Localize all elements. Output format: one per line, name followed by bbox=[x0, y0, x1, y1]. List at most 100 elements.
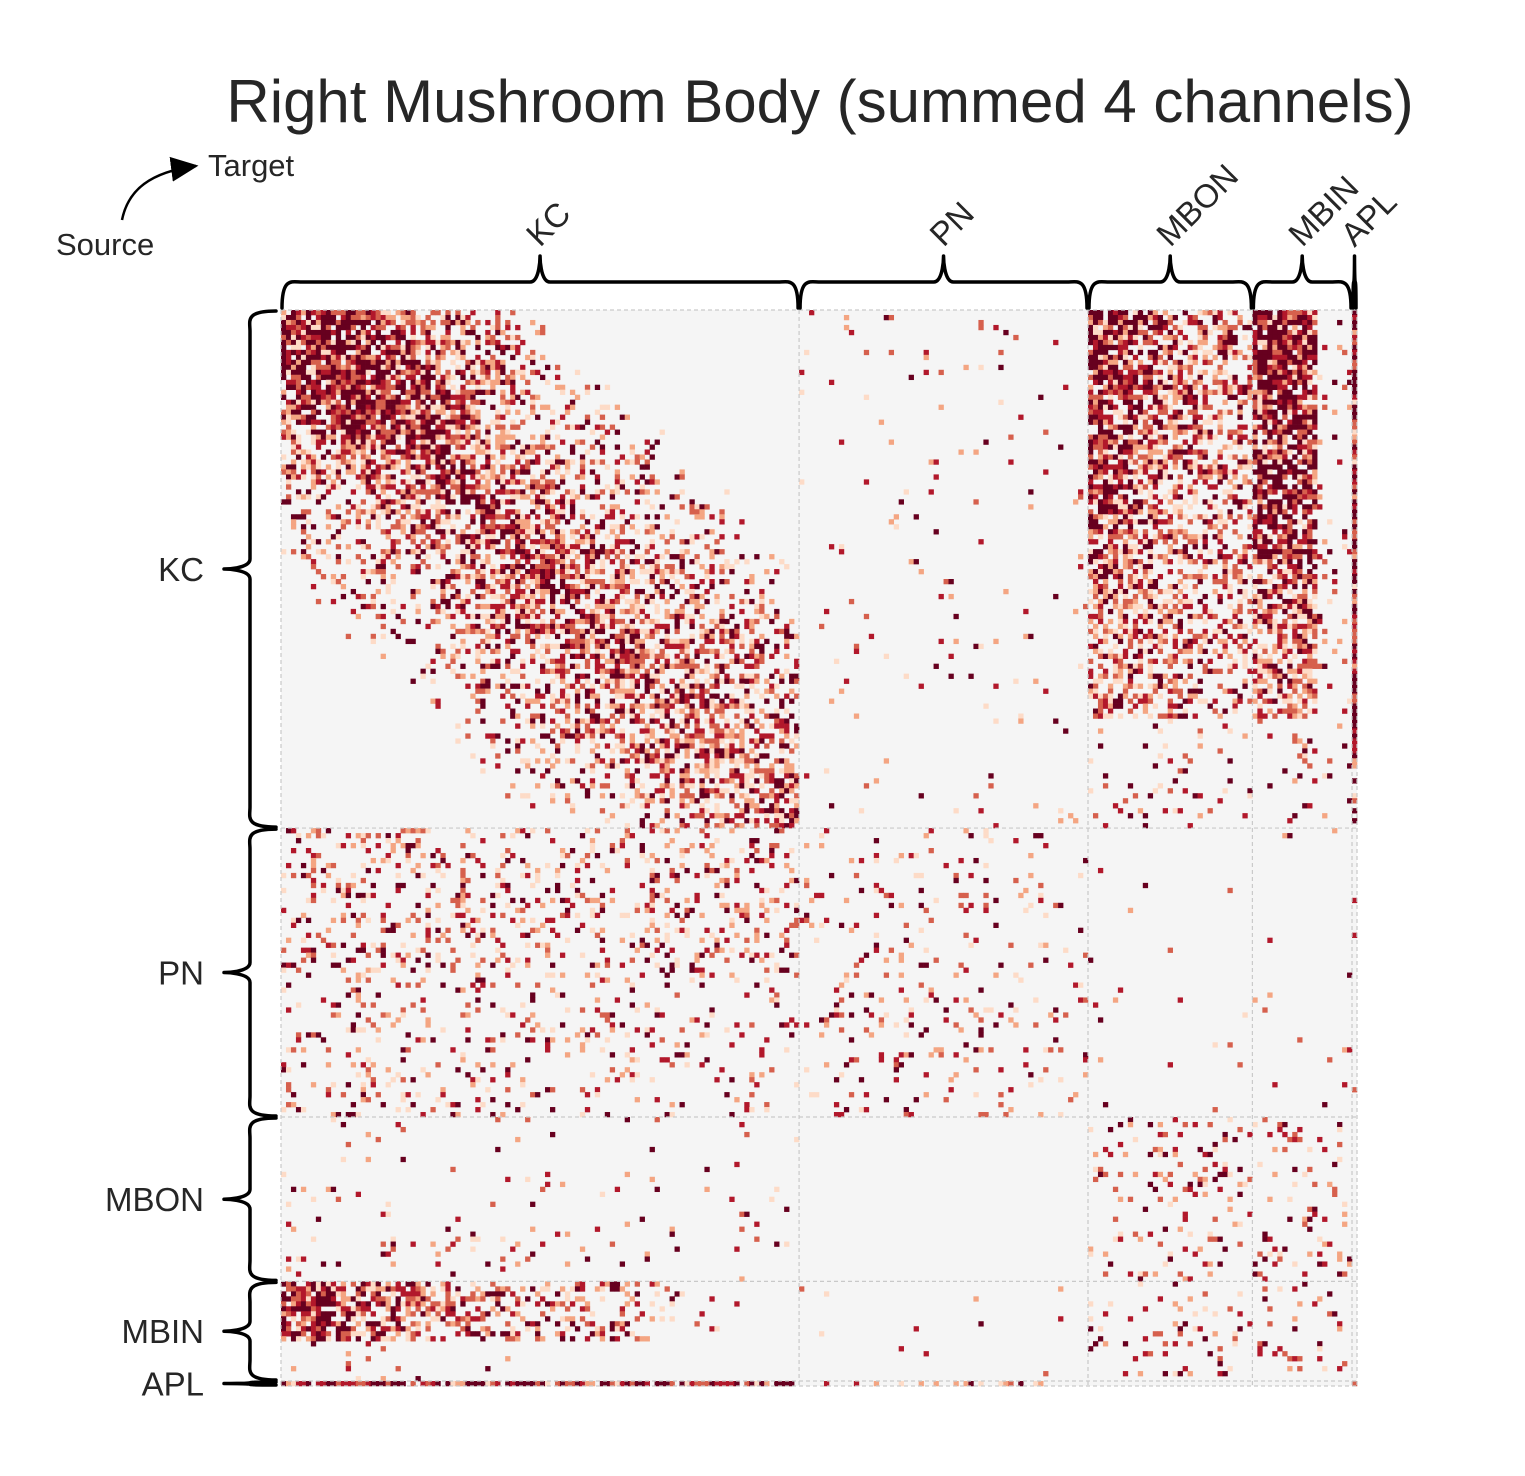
heatmap-cell bbox=[1227, 329, 1233, 336]
heatmap-cell bbox=[485, 484, 491, 490]
heatmap-cell bbox=[415, 339, 421, 346]
heatmap-cell bbox=[410, 349, 416, 356]
heatmap-cell bbox=[300, 464, 307, 470]
heatmap-cell bbox=[370, 444, 376, 450]
heatmap-cell bbox=[898, 499, 904, 505]
heatmap-cell bbox=[1107, 588, 1114, 595]
heatmap-cell bbox=[1147, 579, 1154, 585]
heatmap-cell bbox=[694, 608, 700, 615]
heatmap-cell bbox=[340, 319, 347, 326]
heatmap-cell bbox=[470, 628, 476, 635]
heatmap-cell bbox=[629, 633, 635, 640]
heatmap-cell bbox=[674, 638, 680, 645]
heatmap-cell bbox=[455, 474, 461, 480]
heatmap-cell bbox=[624, 598, 630, 605]
heatmap-cell bbox=[355, 359, 361, 366]
heatmap-cell bbox=[360, 459, 366, 465]
heatmap-cell bbox=[1312, 419, 1318, 425]
heatmap-cell bbox=[1132, 339, 1139, 346]
heatmap-cell bbox=[1152, 504, 1159, 510]
heatmap-cell bbox=[530, 479, 536, 485]
heatmap-cell bbox=[515, 514, 521, 520]
heatmap-cell bbox=[465, 379, 471, 386]
heatmap-cell bbox=[1132, 449, 1139, 455]
heatmap-cell bbox=[1237, 579, 1243, 585]
heatmap-cell bbox=[410, 474, 416, 480]
heatmap-cell bbox=[300, 364, 307, 371]
heatmap-cell bbox=[1192, 489, 1198, 495]
heatmap-cell bbox=[445, 419, 451, 425]
heatmap-cell bbox=[559, 414, 566, 420]
heatmap-cell bbox=[445, 529, 451, 535]
heatmap-cell bbox=[300, 514, 307, 520]
heatmap-cell bbox=[659, 574, 665, 580]
heatmap-cell bbox=[485, 469, 491, 475]
heatmap-cell bbox=[300, 539, 307, 545]
heatmap-cell bbox=[1112, 559, 1119, 565]
heatmap-cell bbox=[515, 469, 521, 475]
heatmap-cell bbox=[1212, 310, 1218, 316]
heatmap-cell bbox=[1272, 344, 1278, 351]
heatmap-cell bbox=[1172, 419, 1178, 425]
heatmap-cell bbox=[1262, 310, 1268, 316]
heatmap-cell bbox=[1167, 499, 1173, 505]
heatmap-cell bbox=[295, 324, 302, 331]
heatmap-cell bbox=[1137, 414, 1144, 420]
heatmap-cell bbox=[744, 598, 750, 605]
heatmap-cell bbox=[475, 354, 481, 361]
heatmap-cell bbox=[460, 389, 466, 395]
heatmap-cell bbox=[589, 583, 596, 590]
heatmap-cell bbox=[1152, 643, 1159, 650]
heatmap-cell bbox=[1117, 434, 1124, 440]
heatmap-cell bbox=[1267, 409, 1273, 415]
heatmap-cell bbox=[1177, 569, 1183, 575]
heatmap-cell bbox=[490, 364, 496, 371]
heatmap-cell bbox=[1282, 334, 1288, 341]
heatmap-cell bbox=[310, 414, 317, 420]
heatmap-cell bbox=[1192, 479, 1198, 485]
heatmap-cell bbox=[1182, 439, 1188, 445]
heatmap-cell bbox=[604, 534, 611, 540]
heatmap-cell bbox=[1132, 544, 1139, 550]
heatmap-cell bbox=[564, 643, 571, 650]
heatmap-cell bbox=[1292, 384, 1298, 390]
heatmap-cell bbox=[1272, 519, 1278, 525]
heatmap-cell bbox=[530, 509, 536, 515]
heatmap-cell bbox=[520, 444, 526, 450]
heatmap-cell bbox=[1142, 444, 1149, 450]
heatmap-cell bbox=[1282, 509, 1288, 515]
heatmap-cell bbox=[290, 379, 297, 386]
heatmap-cell bbox=[599, 459, 606, 465]
heatmap-cell bbox=[1092, 329, 1099, 336]
heatmap-cell bbox=[420, 509, 426, 515]
heatmap-cell bbox=[619, 643, 626, 650]
heatmap-cell bbox=[370, 569, 376, 575]
heatmap-cell bbox=[1292, 409, 1298, 415]
heatmap-cell bbox=[330, 429, 337, 435]
heatmap-cell bbox=[320, 399, 327, 405]
heatmap-cell bbox=[470, 454, 476, 460]
heatmap-cell bbox=[1122, 354, 1129, 361]
heatmap-cell bbox=[1352, 499, 1358, 505]
heatmap-cell bbox=[704, 588, 710, 595]
heatmap-cell bbox=[1187, 394, 1193, 400]
heatmap-cell bbox=[510, 374, 516, 381]
heatmap-cell bbox=[510, 564, 516, 570]
heatmap-cell bbox=[485, 359, 491, 366]
heatmap-cell bbox=[1112, 484, 1119, 490]
heatmap-cell bbox=[1117, 339, 1124, 346]
heatmap-cell bbox=[1092, 583, 1099, 590]
heatmap-cell bbox=[1277, 484, 1283, 490]
heatmap-cell bbox=[430, 324, 436, 331]
heatmap-cell bbox=[609, 489, 616, 495]
heatmap-cell bbox=[609, 623, 616, 630]
heatmap-cell bbox=[415, 544, 421, 550]
heatmap-cell bbox=[540, 354, 546, 361]
heatmap-cell bbox=[530, 608, 536, 615]
heatmap-cell bbox=[1152, 449, 1159, 455]
heatmap-cell bbox=[1088, 414, 1094, 420]
heatmap-cell bbox=[335, 354, 342, 361]
heatmap-cell bbox=[574, 598, 581, 605]
heatmap-cell bbox=[1117, 459, 1124, 465]
heatmap-cell bbox=[405, 409, 411, 415]
